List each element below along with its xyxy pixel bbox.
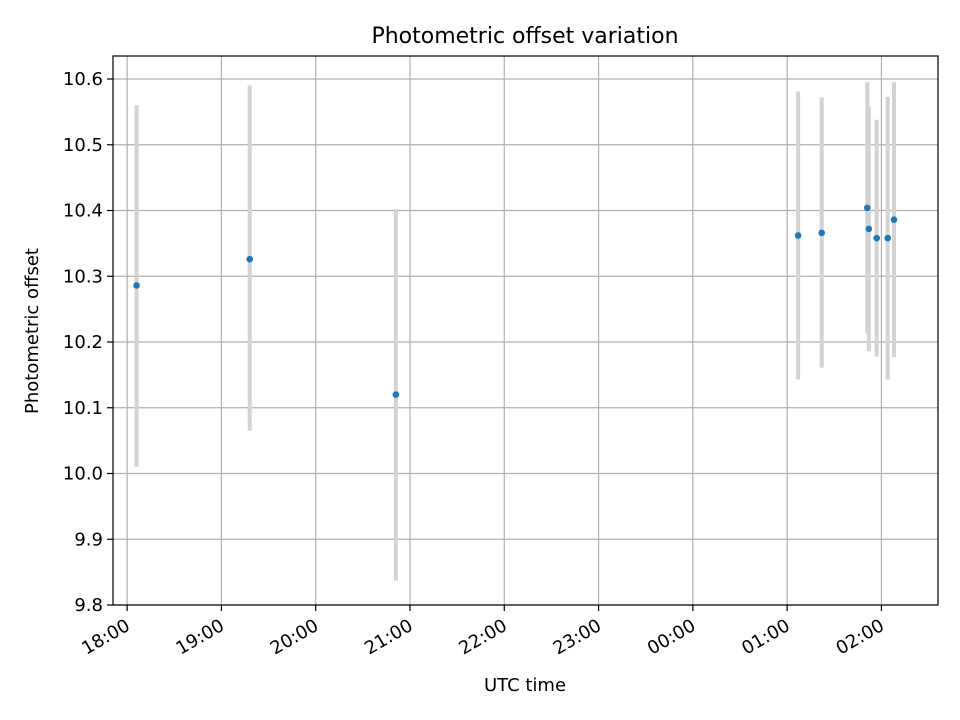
y-tick-label: 10.1 [63,398,103,419]
x-tick-label: 21:00 [361,615,416,659]
data-point [133,282,140,289]
data-point [392,391,400,398]
x-tick-label: 23:00 [550,615,605,659]
y-axis-ticks: 9.8 9.9 10.0 10.1 10.2 10.3 10.4 10.5 10.6 [63,69,113,616]
y-tick-label: 9.9 [74,529,103,550]
y-tick-label: 10.0 [63,464,103,485]
y-tick-label: 10.3 [63,266,103,287]
chart-title: Photometric offset variation [371,24,678,49]
data-point [818,229,826,237]
x-tick-label: 19:00 [173,615,228,659]
x-axis-ticks: 18:00 19:00 20:00 21:00 22:00 23:00 00:00 01:00… [78,605,888,659]
grid-lines [113,56,938,606]
data-point [246,255,254,263]
y-axis-label: Photometric offset [22,248,43,414]
x-tick-label: 18:00 [78,615,133,659]
x-tick-label: 00:00 [644,615,699,659]
data-point [884,234,892,242]
y-tick-label: 9.8 [74,595,103,616]
data-point [865,225,873,233]
plot-frame [112,55,939,606]
y-tick-label: 10.4 [63,201,103,222]
x-axis-label: UTC time [484,675,566,696]
data-point [863,204,871,212]
y-tick-label: 10.2 [63,332,103,353]
x-tick-label: 02:00 [833,615,888,659]
x-tick-label: 20:00 [267,615,322,659]
error-bars [134,82,896,581]
x-tick-label: 22:00 [455,615,510,659]
data-points [133,204,898,398]
data-point [890,216,898,224]
data-point [873,234,881,242]
data-point [794,232,802,239]
x-tick-label: 01:00 [738,615,793,659]
y-tick-label: 10.5 [63,135,103,156]
y-tick-label: 10.6 [63,69,103,90]
